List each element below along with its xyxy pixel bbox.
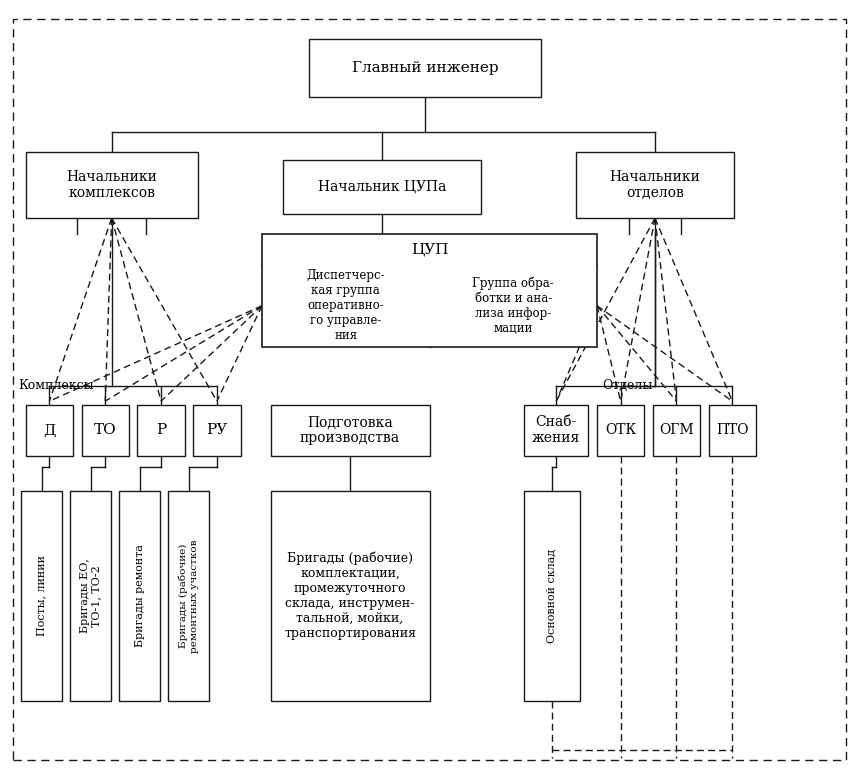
Text: Д: Д bbox=[43, 424, 56, 437]
FancyBboxPatch shape bbox=[576, 152, 734, 218]
Text: Отделы: Отделы bbox=[602, 379, 652, 392]
Text: ПТО: ПТО bbox=[716, 424, 748, 437]
Text: Группа обра-
ботки и ана-
лиза инфор-
мации: Группа обра- ботки и ана- лиза инфор- ма… bbox=[472, 277, 554, 335]
Text: Диспетчерс-
кая группа
оперативно-
го управле-
ния: Диспетчерс- кая группа оперативно- го уп… bbox=[307, 270, 385, 342]
Text: Посты, линии: Посты, линии bbox=[37, 555, 46, 636]
Text: Р: Р bbox=[156, 424, 166, 437]
Text: ОГМ: ОГМ bbox=[659, 424, 694, 437]
Text: Начальник ЦУПа: Начальник ЦУПа bbox=[318, 180, 447, 194]
FancyBboxPatch shape bbox=[26, 152, 198, 218]
Text: Основной склад: Основной склад bbox=[547, 549, 557, 643]
FancyBboxPatch shape bbox=[271, 405, 430, 456]
FancyBboxPatch shape bbox=[283, 160, 481, 214]
Text: Бригады ремонта: Бригады ремонта bbox=[135, 545, 144, 647]
Text: Подготовка
производства: Подготовка производства bbox=[300, 415, 400, 446]
FancyBboxPatch shape bbox=[262, 234, 597, 347]
Text: ЦУП: ЦУП bbox=[411, 242, 448, 256]
Text: Главный инженер: Главный инженер bbox=[352, 62, 498, 75]
Text: Начальники
отделов: Начальники отделов bbox=[610, 170, 700, 200]
Text: Бригады (рабочие)
комплектации,
промежуточного
склада, инструмен-
тальной, мойки: Бригады (рабочие) комплектации, промежут… bbox=[284, 552, 416, 640]
FancyBboxPatch shape bbox=[309, 39, 541, 97]
FancyBboxPatch shape bbox=[137, 405, 185, 456]
FancyBboxPatch shape bbox=[597, 405, 644, 456]
Text: ТО: ТО bbox=[94, 424, 117, 437]
FancyBboxPatch shape bbox=[168, 491, 209, 701]
Text: Бригады (рабочие)
ремонтных участков: Бригады (рабочие) ремонтных участков bbox=[179, 539, 198, 653]
FancyBboxPatch shape bbox=[70, 491, 111, 701]
FancyBboxPatch shape bbox=[26, 405, 73, 456]
FancyBboxPatch shape bbox=[709, 405, 756, 456]
Text: РУ: РУ bbox=[206, 424, 228, 437]
FancyBboxPatch shape bbox=[271, 491, 430, 701]
FancyBboxPatch shape bbox=[119, 491, 160, 701]
Text: Комплексы: Комплексы bbox=[18, 379, 94, 392]
Text: Бригады ЕО,
ТО-1, ТО-2: Бригады ЕО, ТО-1, ТО-2 bbox=[80, 559, 101, 633]
Text: Начальники
комплексов: Начальники комплексов bbox=[66, 170, 157, 200]
FancyBboxPatch shape bbox=[82, 405, 129, 456]
Text: Снаб-
жения: Снаб- жения bbox=[532, 415, 581, 446]
FancyBboxPatch shape bbox=[524, 405, 588, 456]
FancyBboxPatch shape bbox=[524, 491, 580, 701]
Text: ОТК: ОТК bbox=[605, 424, 637, 437]
FancyBboxPatch shape bbox=[193, 405, 241, 456]
FancyBboxPatch shape bbox=[653, 405, 700, 456]
FancyBboxPatch shape bbox=[21, 491, 62, 701]
